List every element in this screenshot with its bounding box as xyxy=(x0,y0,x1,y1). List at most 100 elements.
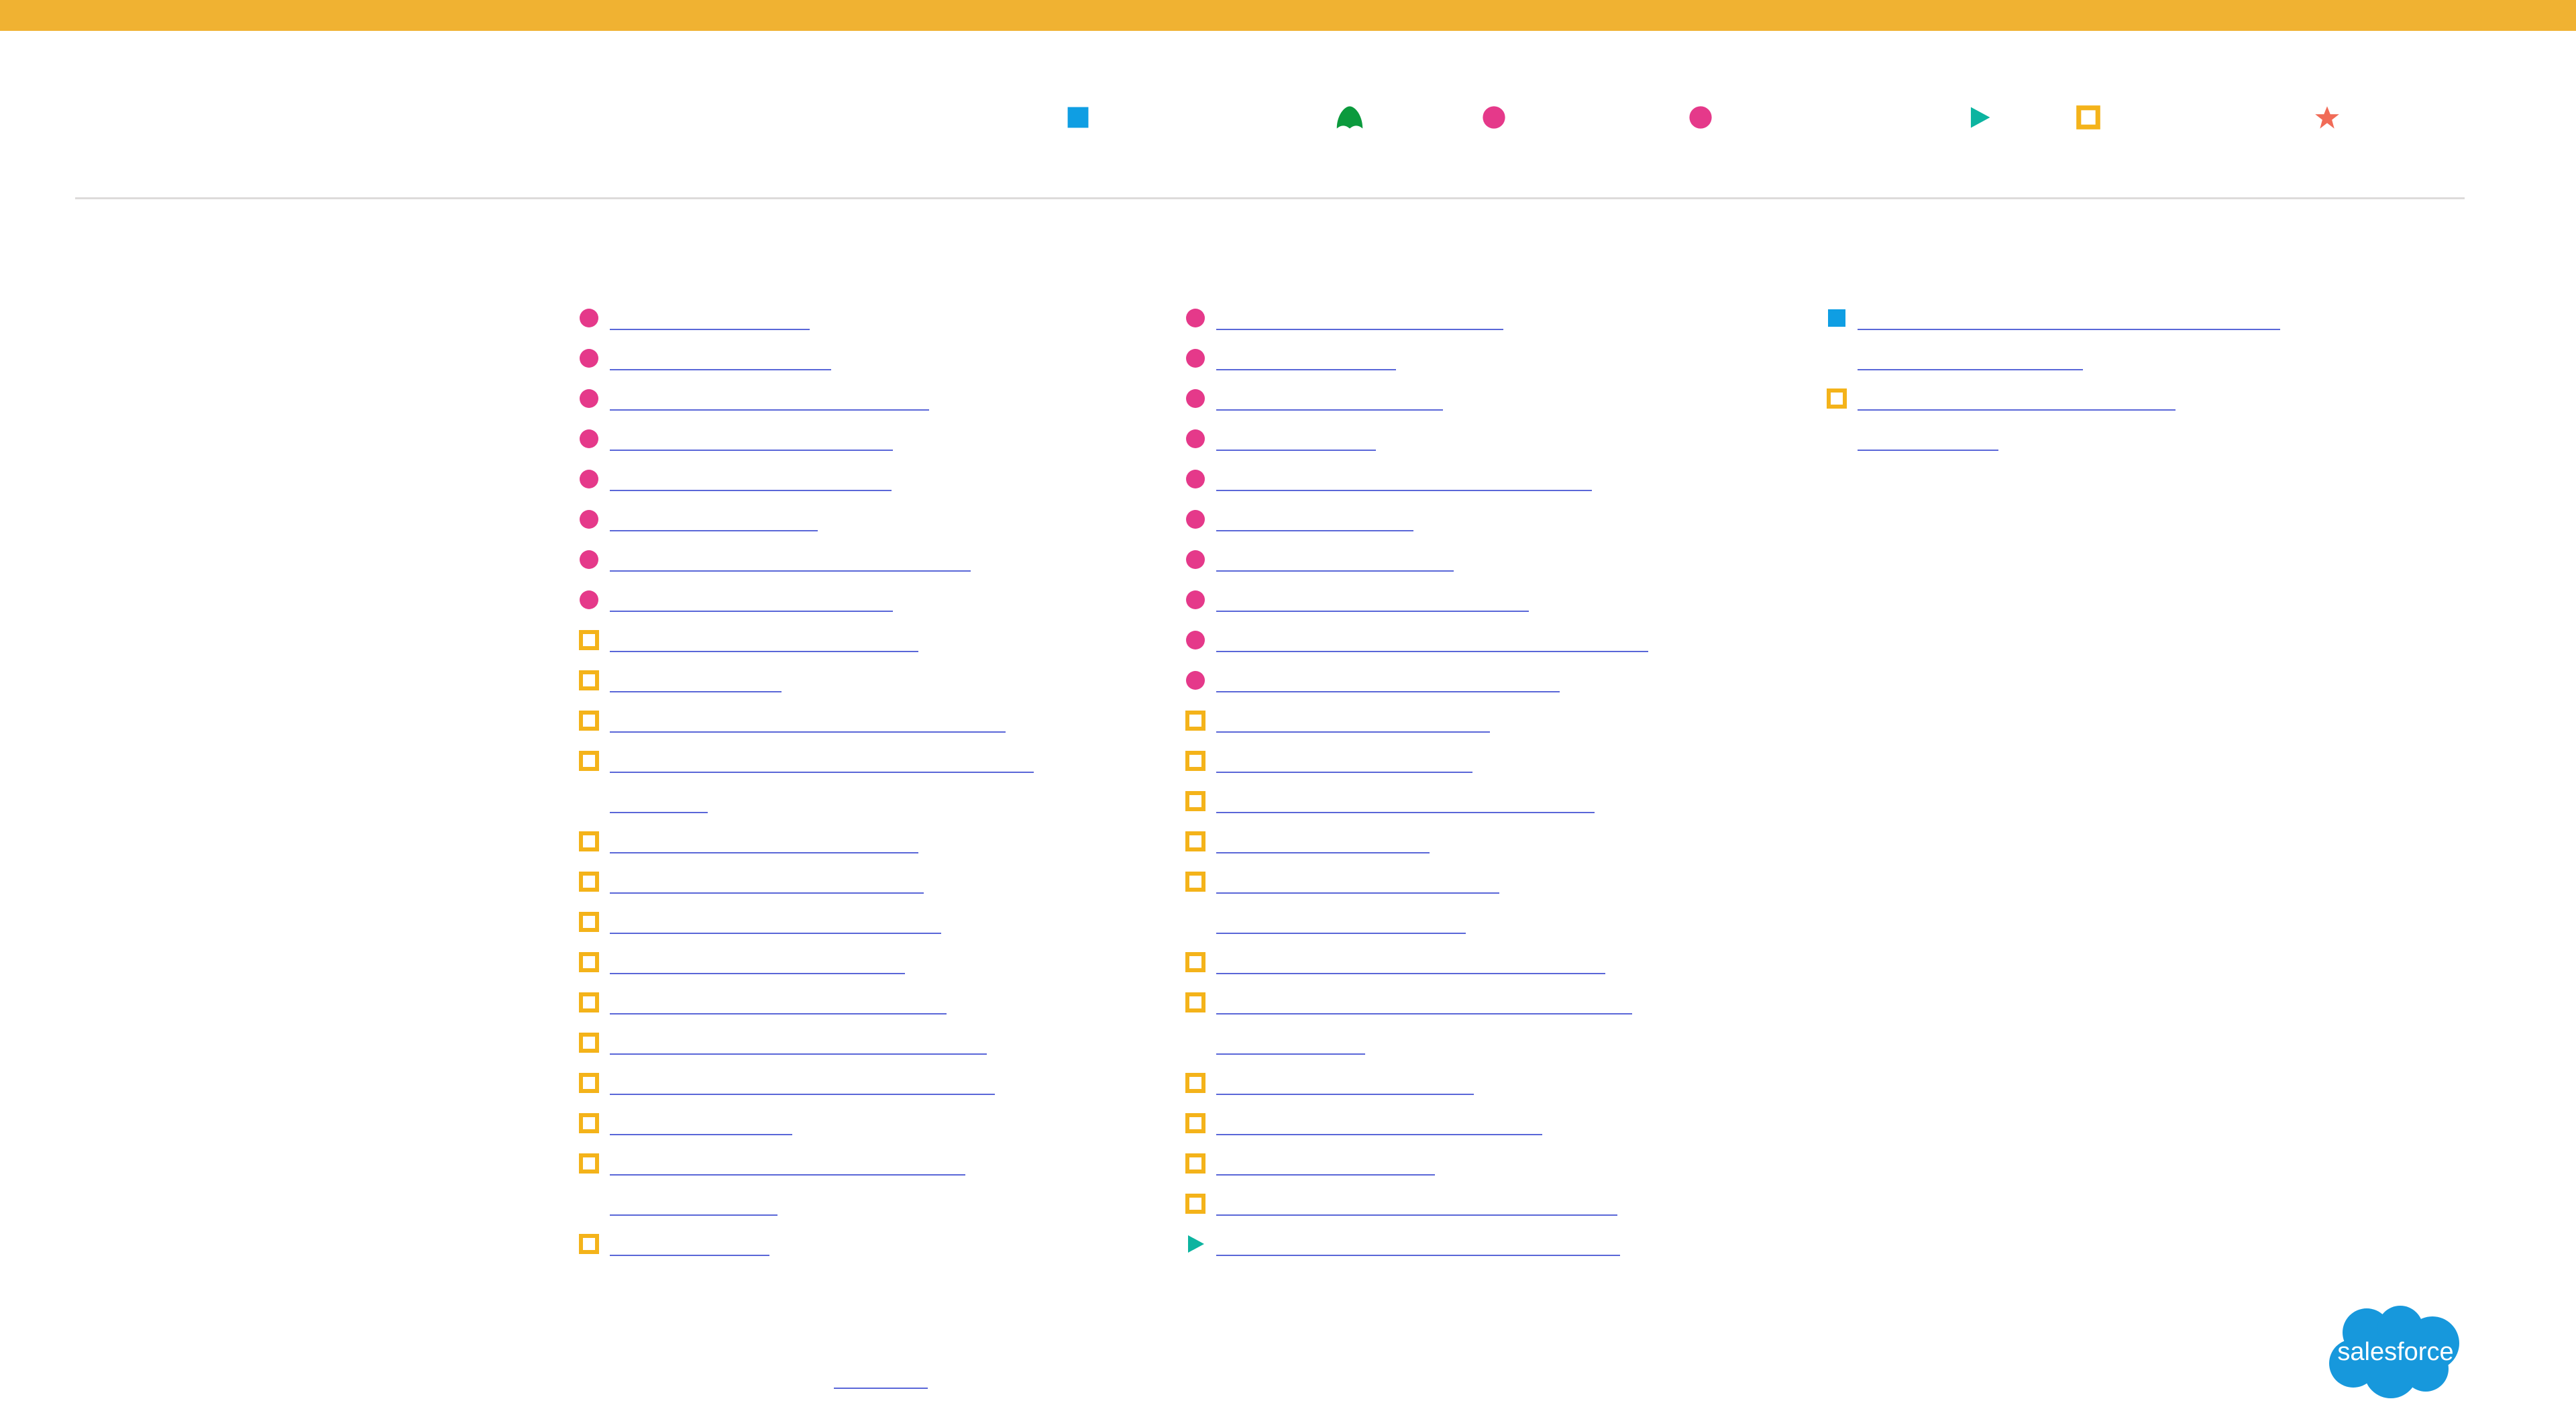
list-link[interactable] xyxy=(1216,859,1499,899)
yellow-square-outline-icon xyxy=(579,670,599,690)
list-link[interactable] xyxy=(610,698,1006,738)
list-link[interactable] xyxy=(610,335,831,376)
link-list-item xyxy=(1826,376,2280,456)
yellow-square-outline-icon xyxy=(579,992,599,1012)
list-link[interactable] xyxy=(610,497,818,537)
link-list-item xyxy=(578,939,1034,980)
list-link[interactable] xyxy=(610,1181,777,1221)
bullet-marker xyxy=(1185,1072,1206,1094)
list-link[interactable] xyxy=(1858,295,2280,335)
bullet-marker xyxy=(1185,1233,1206,1255)
bullet-marker xyxy=(578,1072,600,1094)
pink-circle-icon xyxy=(1689,106,1712,129)
list-link[interactable] xyxy=(1216,1141,1435,1181)
pink-circle-icon xyxy=(580,470,598,488)
list-link[interactable] xyxy=(610,416,893,456)
link-list-item xyxy=(1185,537,1648,577)
list-link[interactable] xyxy=(1216,819,1430,859)
list-link[interactable] xyxy=(610,859,924,899)
list-link[interactable] xyxy=(610,819,918,859)
list-link[interactable] xyxy=(610,295,810,335)
link-list-item xyxy=(1185,658,1648,698)
link-list-item xyxy=(578,859,1034,899)
list-link[interactable] xyxy=(1216,335,1396,376)
list-link[interactable] xyxy=(610,376,929,416)
link-list-item xyxy=(1826,295,2280,376)
list-link[interactable] xyxy=(610,1100,792,1141)
link-list-item xyxy=(1185,335,1648,376)
bullet-marker xyxy=(1185,307,1206,329)
list-link[interactable] xyxy=(610,980,947,1020)
link-list-item xyxy=(1185,738,1648,778)
list-link[interactable] xyxy=(610,939,905,980)
pink-circle-icon xyxy=(580,309,598,327)
list-link[interactable] xyxy=(610,738,1034,778)
list-link[interactable] xyxy=(1216,376,1443,416)
list-link[interactable] xyxy=(610,1020,987,1060)
list-link[interactable] xyxy=(1858,335,2083,376)
yellow-square-outline-icon xyxy=(1185,1113,1205,1133)
list-link[interactable] xyxy=(1216,899,1466,939)
bullet-marker xyxy=(578,670,600,691)
list-link[interactable] xyxy=(1216,1020,1365,1060)
yellow-square-outline-icon xyxy=(579,1033,599,1053)
legend-item xyxy=(1967,94,2004,141)
list-link[interactable] xyxy=(610,658,782,698)
pink-circle-icon xyxy=(1186,309,1205,327)
bullet-marker xyxy=(578,428,600,450)
list-link[interactable] xyxy=(1216,416,1376,456)
list-link[interactable] xyxy=(1216,577,1529,617)
list-link[interactable] xyxy=(1216,778,1595,819)
bullet-marker xyxy=(578,1233,600,1255)
list-link[interactable] xyxy=(1216,537,1454,577)
link-column-2 xyxy=(1185,295,1648,1261)
yellow-square-outline-icon xyxy=(1185,992,1205,1012)
pink-circle-icon xyxy=(1186,349,1205,368)
link-list-item xyxy=(578,819,1034,859)
bullet-marker xyxy=(1185,509,1206,530)
bullet-marker xyxy=(1185,629,1206,651)
bullet-marker xyxy=(1185,348,1206,369)
list-link[interactable] xyxy=(1858,376,2176,416)
list-link[interactable] xyxy=(1216,1100,1542,1141)
list-link[interactable] xyxy=(610,537,971,577)
yellow-square-outline-icon xyxy=(1185,711,1205,731)
bullet-marker xyxy=(578,750,600,772)
pink-circle-icon xyxy=(580,429,598,448)
list-link[interactable] xyxy=(1216,658,1560,698)
link-list-item xyxy=(578,376,1034,416)
list-link[interactable] xyxy=(1858,416,1998,456)
link-list-item xyxy=(1185,456,1648,497)
link-list-item xyxy=(578,1100,1034,1141)
list-link[interactable] xyxy=(1216,939,1605,980)
blue-square-icon xyxy=(1828,309,1845,327)
link-list-item xyxy=(578,658,1034,698)
bullet-marker xyxy=(1185,750,1206,772)
list-link[interactable] xyxy=(610,1060,995,1100)
list-link[interactable] xyxy=(1216,1060,1474,1100)
pink-circle-icon xyxy=(1186,671,1205,690)
list-link[interactable] xyxy=(1216,738,1472,778)
link-list-item xyxy=(1185,1060,1648,1100)
bullet-marker xyxy=(1185,589,1206,611)
list-link[interactable] xyxy=(1216,295,1503,335)
list-link[interactable] xyxy=(1216,456,1592,497)
list-link[interactable] xyxy=(1216,1221,1620,1261)
list-link[interactable] xyxy=(1216,980,1632,1020)
list-link[interactable] xyxy=(610,1141,965,1181)
list-link[interactable] xyxy=(1216,617,1648,658)
list-link[interactable] xyxy=(1216,497,1413,537)
bullet-marker xyxy=(1185,871,1206,892)
list-link[interactable] xyxy=(610,617,918,658)
footer-link[interactable] xyxy=(834,1354,928,1394)
list-link[interactable] xyxy=(610,778,708,819)
list-link[interactable] xyxy=(610,456,892,497)
link-list-item xyxy=(1185,778,1648,819)
bullet-marker xyxy=(1185,831,1206,852)
yellow-square-outline-icon xyxy=(1185,1153,1205,1174)
list-link[interactable] xyxy=(1216,1181,1617,1221)
list-link[interactable] xyxy=(610,1221,769,1261)
list-link[interactable] xyxy=(1216,698,1490,738)
list-link[interactable] xyxy=(610,577,893,617)
list-link[interactable] xyxy=(610,899,941,939)
